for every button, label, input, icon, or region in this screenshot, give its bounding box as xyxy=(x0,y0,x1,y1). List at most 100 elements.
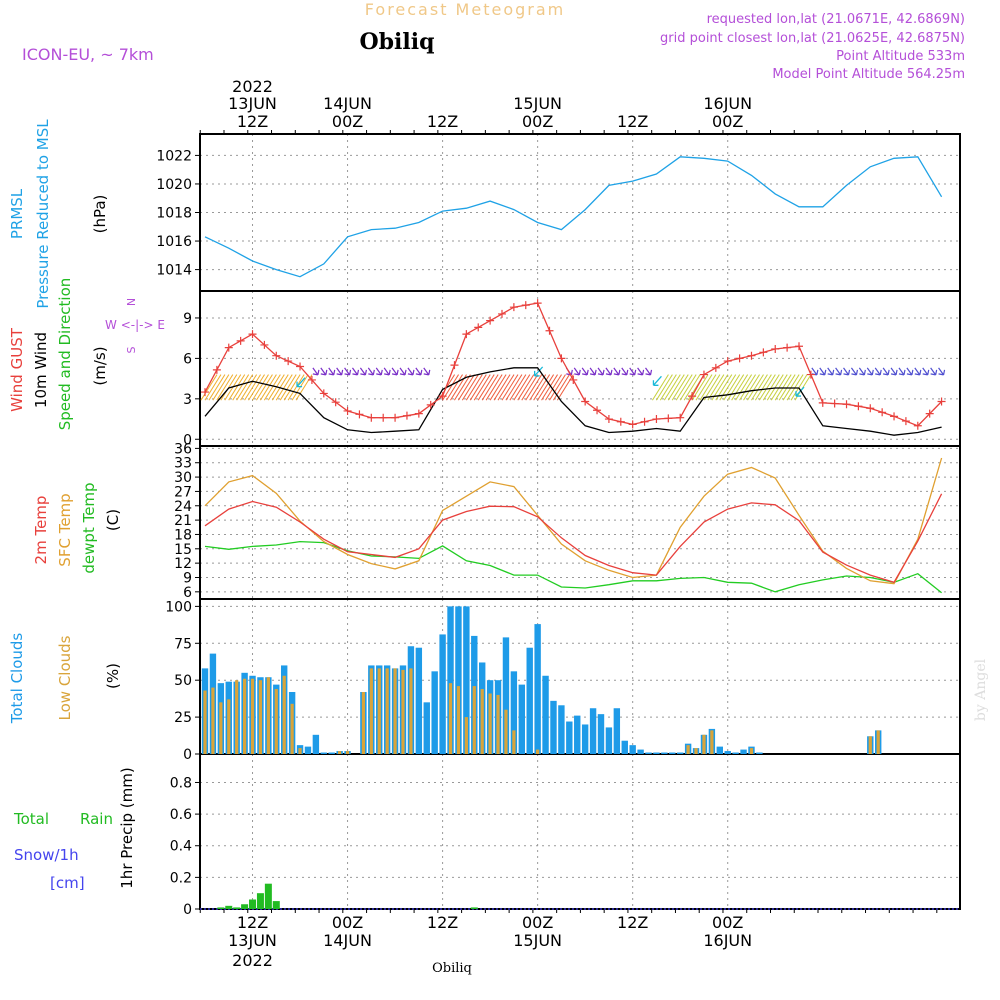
gust-marker xyxy=(569,375,578,384)
wind-arrow xyxy=(605,367,613,376)
y-tick-label: 0 xyxy=(183,747,192,763)
wind-hatch xyxy=(228,374,246,401)
bottom-time-label: 13JUN xyxy=(228,931,277,950)
total-cloud-bar xyxy=(669,752,676,754)
wind-hatch xyxy=(679,374,697,401)
low-cloud-bar xyxy=(488,693,492,754)
wind-gust-label: Wind GUST xyxy=(8,327,26,412)
low-cloud-bar xyxy=(298,748,302,754)
gust-marker xyxy=(343,406,352,415)
wind-arrow xyxy=(423,367,431,376)
wind-arrow-cyan xyxy=(533,366,544,377)
y-tick-label: 1020 xyxy=(156,177,192,193)
low-cloud-bar xyxy=(448,683,453,754)
wind-hatch xyxy=(671,374,689,401)
low-cloud-bar xyxy=(393,668,397,754)
gust-marker xyxy=(628,420,637,429)
wind-arrow xyxy=(320,367,328,376)
rain-label: Rain xyxy=(80,810,113,828)
wind-hatch xyxy=(505,374,523,401)
wind-hatch xyxy=(513,374,531,401)
low-cloud-bar xyxy=(274,689,278,754)
gust-marker xyxy=(593,406,602,415)
low-cloud-bar xyxy=(472,686,476,754)
y-tick-label: 0.8 xyxy=(170,775,192,791)
wind-hatch xyxy=(703,374,721,401)
low-cloud-bar xyxy=(385,668,389,754)
total-cloud-bar xyxy=(732,752,739,754)
gust-marker xyxy=(830,399,839,408)
gust-marker xyxy=(699,370,708,379)
wind-hatch xyxy=(216,374,234,401)
wind-unit: (m/s) xyxy=(91,346,109,385)
total-cloud-bar xyxy=(629,745,636,754)
wind-hatch xyxy=(236,374,254,401)
total-cloud-bar xyxy=(502,637,510,754)
compass-n: N xyxy=(125,298,138,306)
gust-marker xyxy=(201,388,209,397)
wind-arrow xyxy=(906,367,914,376)
wind-hatch xyxy=(549,374,566,401)
prmsl-line xyxy=(204,156,943,278)
gust-marker xyxy=(533,299,542,308)
wind-arrow xyxy=(391,367,399,376)
wind-arrow xyxy=(415,367,423,376)
low-cloud-bar xyxy=(536,749,540,754)
wind-hatch xyxy=(762,374,780,401)
wind-arrow xyxy=(597,367,605,376)
wind-arrow xyxy=(359,367,367,376)
total-cloud-bar xyxy=(320,752,327,754)
dewpt-label: dewpt Temp xyxy=(80,482,98,573)
sfc-temp-line xyxy=(204,457,943,585)
gust-marker xyxy=(474,323,483,332)
bottom-time-label: 14JUN xyxy=(323,931,372,950)
total-cloud-bar xyxy=(550,700,557,754)
total-cloud-bar xyxy=(589,708,597,754)
wind-hatch xyxy=(537,374,555,401)
y-tick-label: 24 xyxy=(174,499,192,515)
wind-hatch xyxy=(461,374,479,401)
gust-marker xyxy=(581,397,590,406)
y-tick-label: 0 xyxy=(183,902,192,918)
low-cloud-label: Low Clouds xyxy=(56,635,74,720)
total-cloud-bar xyxy=(597,714,605,754)
gust-marker xyxy=(426,400,435,409)
gust-marker xyxy=(866,404,875,413)
wind-arrow xyxy=(312,367,320,376)
low-cloud-bar xyxy=(361,692,365,754)
y-tick-label: 0.6 xyxy=(170,807,192,823)
gust-marker xyxy=(688,392,697,401)
total-cloud-bar xyxy=(566,721,573,754)
y-tick-label: 0.2 xyxy=(170,870,192,886)
rain-bar xyxy=(217,907,225,909)
gust-marker xyxy=(890,412,899,421)
wind-arrow xyxy=(581,367,589,376)
super-title: Forecast Meteogram xyxy=(365,0,565,19)
snow-unit-label: [cm] xyxy=(50,874,85,892)
wind-hatch xyxy=(735,374,753,401)
point-altitude: Point Altitude 533m xyxy=(836,49,965,64)
wind-hatch xyxy=(751,374,768,401)
total-cloud-bar xyxy=(756,752,763,754)
gust-marker xyxy=(771,344,780,353)
low-cloud-bar xyxy=(243,678,247,754)
wind-hatch xyxy=(655,374,673,401)
gust-marker xyxy=(640,417,649,426)
low-cloud-bar xyxy=(456,686,461,754)
wind-hatch xyxy=(652,374,669,401)
bottom-time-label: 00Z xyxy=(522,913,553,932)
rain-bar xyxy=(225,905,233,909)
gust-marker xyxy=(735,354,744,363)
total-cloud-bar xyxy=(304,746,312,754)
wind-hatch xyxy=(675,374,693,401)
wind-hatch xyxy=(699,374,717,401)
rain-bar xyxy=(470,907,478,909)
gust-marker xyxy=(367,413,376,422)
wind-arrow xyxy=(866,367,874,376)
wind-hatch xyxy=(446,374,463,401)
wind-hatch xyxy=(541,374,558,401)
top-time-label: 00Z xyxy=(522,112,553,131)
y-tick-label: 1014 xyxy=(156,263,192,279)
wind-hatch xyxy=(485,374,503,401)
wind-arrow xyxy=(336,367,344,376)
